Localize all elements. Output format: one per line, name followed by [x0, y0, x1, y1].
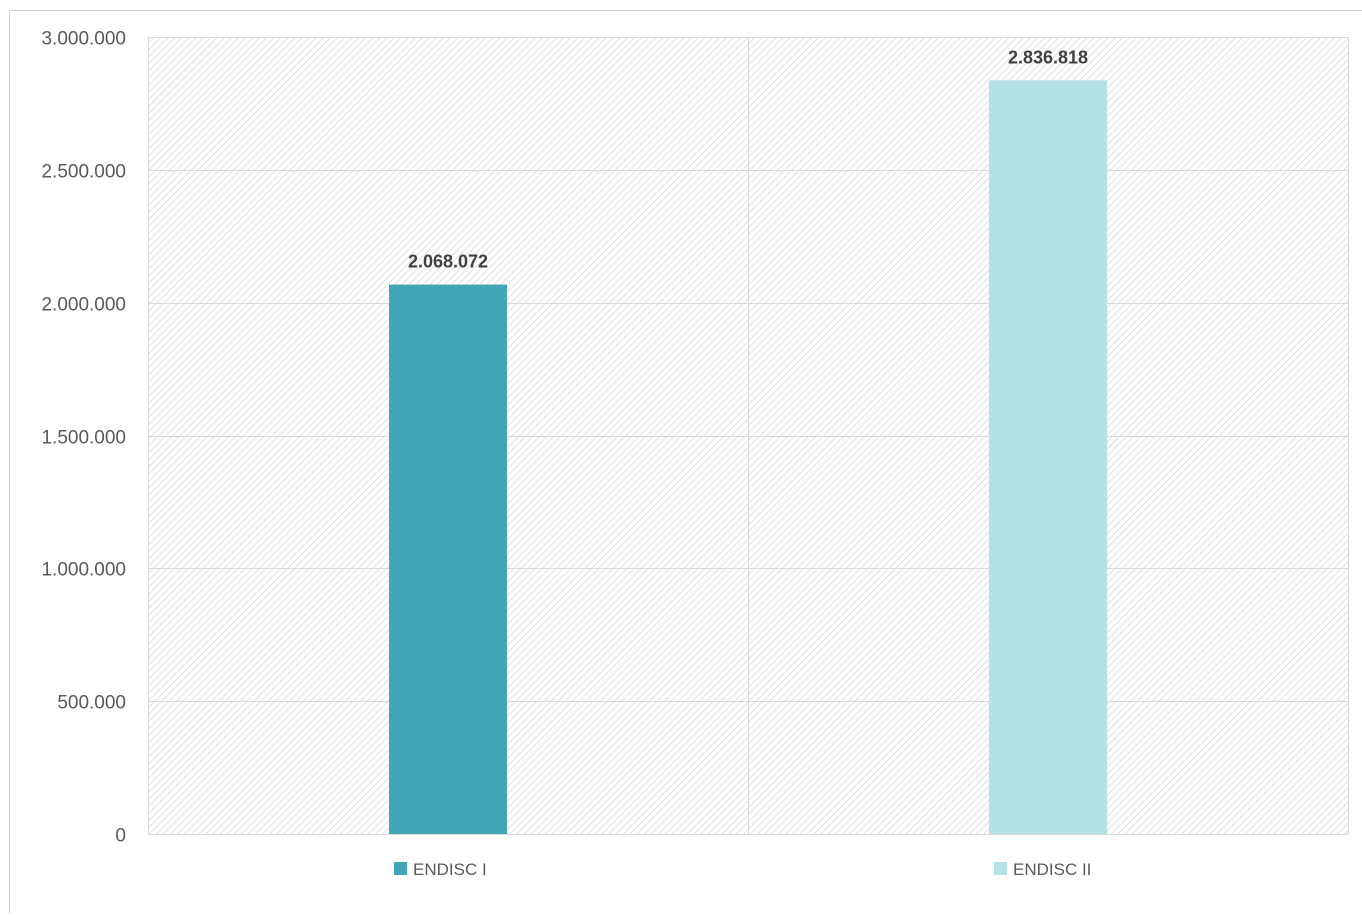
legend-label: ENDISC II	[1013, 860, 1091, 879]
y-axis: 0 500.000 1.000.000 1.500.000 2.000.000 2.500…	[41, 29, 126, 847]
y-tick-label: 0	[115, 826, 126, 847]
bar-data-label: 2.836.818	[1008, 47, 1088, 67]
legend-swatch	[394, 862, 407, 875]
bar-endisc-i	[389, 284, 507, 834]
legend-label: ENDISC I	[413, 860, 487, 879]
gridlines	[148, 37, 1349, 835]
y-tick-label: 500.000	[57, 693, 126, 714]
data-labels: 2.068.072 2.836.818	[408, 47, 1088, 271]
bars	[389, 80, 1107, 834]
bar-data-label: 2.068.072	[408, 252, 488, 272]
y-tick-label: 1.500.000	[41, 428, 126, 449]
y-tick-label: 2.000.000	[41, 295, 126, 316]
y-tick-label: 3.000.000	[41, 29, 126, 50]
bar-endisc-ii	[989, 80, 1107, 834]
y-tick-label: 1.000.000	[41, 560, 126, 581]
legend: ENDISC I ENDISC II	[394, 860, 1091, 879]
legend-swatch	[994, 862, 1007, 875]
y-tick-label: 2.500.000	[41, 162, 126, 183]
